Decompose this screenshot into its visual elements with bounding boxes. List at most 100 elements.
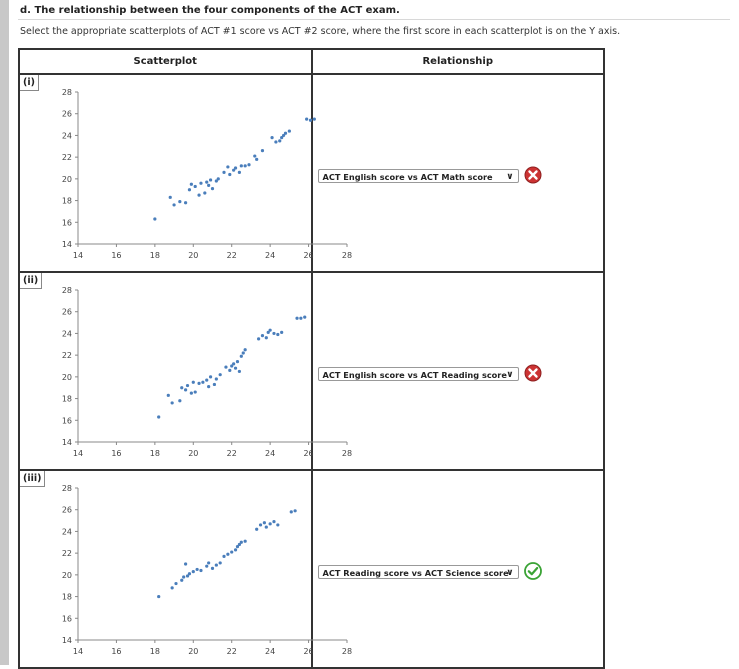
x-tick-label: 20: [188, 647, 198, 656]
scatter-point: [226, 165, 230, 169]
scatter-point: [157, 594, 161, 599]
scatter-point: [280, 330, 284, 334]
table-row: (iii) 14 16 18 20 22 24 26 28 14 16 18 20 22 24 26 28 A…: [18, 469, 605, 669]
scatter-point: [205, 564, 209, 568]
y-tick-label: 22: [62, 351, 72, 360]
scatterplot-cell: (ii) 14 16 18 20 22 24 26 28 14 16 18 20 22 24 26 28: [18, 271, 352, 471]
relationship-select[interactable]: ACT English score vs ACT Math score ∨: [317, 169, 519, 183]
scatter-point: [205, 180, 209, 184]
scatter-point: [185, 574, 190, 578]
scatter-point: [276, 332, 280, 337]
scatter-point: [182, 575, 186, 579]
y-tick-label: 18: [62, 593, 72, 602]
relationship-select[interactable]: ACT Reading score vs ACT Science score ∨: [317, 565, 519, 579]
table-row: (ii) 14 16 18 20 22 24 26 28 14 16 18 20 22 24 26 28 AC…: [18, 271, 605, 471]
scatter-point: [184, 562, 188, 566]
y-tick-label: 20: [62, 373, 72, 382]
chevron-down-icon: ∨: [506, 370, 514, 380]
scatter-point: [174, 581, 178, 586]
question-instruction: Select the appropriate scatterplots of A…: [20, 26, 621, 37]
scatter-point: [280, 136, 284, 140]
scatter-point: [197, 381, 201, 385]
chevron-down-icon: ∨: [506, 172, 514, 182]
table-row: (i) 14 16 18 20 22 24 26 28 14 16 18 20 22 24 26 28 ACT…: [18, 73, 605, 273]
scatter-point: [241, 351, 245, 355]
scatter-point: [235, 545, 240, 549]
y-tick-label: 22: [62, 153, 72, 162]
scatter-point: [264, 525, 268, 529]
scatter-point: [170, 401, 174, 405]
scatter-point: [272, 520, 276, 524]
scatter-point: [187, 188, 192, 192]
x-tick-label: 16: [111, 251, 121, 260]
x-tick-label: 18: [150, 449, 160, 458]
y-tick-label: 20: [62, 175, 72, 184]
y-tick-label: 24: [62, 527, 72, 536]
x-tick-label: 16: [111, 647, 121, 656]
scatterplot-table: Scatterplot Relationship (i) 14 16 18 20 22 2…: [18, 48, 605, 669]
scatterplot-cell: (iii) 14 16 18 20 22 24 26 28 14 16 18 20 22 24 26 28: [18, 469, 352, 669]
scatter-point: [180, 386, 184, 390]
page-side-bar: [0, 0, 9, 665]
x-tick-label: 26: [303, 251, 313, 260]
scatter-point: [295, 316, 299, 320]
y-tick-label: 28: [62, 484, 72, 493]
scatter-point: [216, 177, 220, 181]
scatter-point: [287, 129, 291, 133]
scatter-point: [278, 139, 282, 143]
scatter-point: [255, 157, 259, 161]
x-tick-label: 18: [150, 647, 160, 656]
x-tick-label: 22: [227, 449, 237, 458]
relationship-cell: ACT English score vs ACT Reading score ∨: [310, 271, 605, 471]
scatter-point: [274, 140, 278, 144]
y-tick-label: 24: [62, 131, 72, 140]
scatter-point: [191, 570, 195, 574]
scatter-point: [293, 509, 297, 513]
y-tick-label: 20: [62, 571, 72, 580]
x-tick-label: 26: [303, 647, 313, 656]
scatter-point: [299, 316, 303, 320]
scatter-point: [193, 184, 197, 189]
y-tick-label: 14: [62, 240, 72, 249]
scatter-point: [199, 181, 203, 185]
scatter-point: [257, 337, 261, 341]
scatter-point: [157, 415, 161, 419]
scatter-point: [207, 385, 211, 389]
y-tick-label: 26: [62, 308, 72, 317]
x-circle-icon: [524, 364, 541, 382]
scatter-point: [226, 552, 230, 556]
scatter-point: [305, 117, 309, 121]
scatter-point: [168, 195, 172, 199]
x-tick-label: 18: [150, 251, 160, 260]
scatter-point: [237, 170, 241, 174]
row-label: (i): [20, 75, 39, 91]
scatter-point: [184, 388, 188, 392]
relationship-cell: ACT Reading score vs ACT Science score ∨: [310, 469, 605, 669]
scatter-point: [218, 373, 222, 377]
x-tick-label: 14: [73, 449, 83, 458]
y-tick-label: 14: [62, 438, 72, 447]
scatter-point: [222, 170, 226, 174]
scatter-point: [233, 366, 238, 370]
scatter-point: [253, 154, 257, 158]
scatter-point: [281, 133, 286, 138]
scatter-point: [166, 393, 170, 397]
relationship-select[interactable]: ACT English score vs ACT Reading score ∨: [317, 367, 519, 381]
scatter-point: [214, 377, 218, 381]
y-tick-label: 24: [62, 329, 72, 338]
x-tick-label: 20: [188, 251, 198, 260]
scatter-point: [260, 149, 265, 153]
x-circle-icon: [524, 166, 541, 184]
scatter-point: [205, 378, 209, 382]
scatter-point: [201, 380, 205, 384]
scatter-point: [208, 375, 213, 379]
scatter-point: [266, 330, 270, 334]
scatter-point: [210, 566, 215, 570]
question-heading: d. The relationship between the four com…: [20, 5, 400, 16]
scatter-point: [185, 383, 190, 388]
x-tick-label: 24: [265, 251, 275, 260]
y-tick-label: 16: [62, 218, 72, 227]
scatter-point: [178, 399, 182, 403]
scatter-point: [268, 522, 272, 526]
